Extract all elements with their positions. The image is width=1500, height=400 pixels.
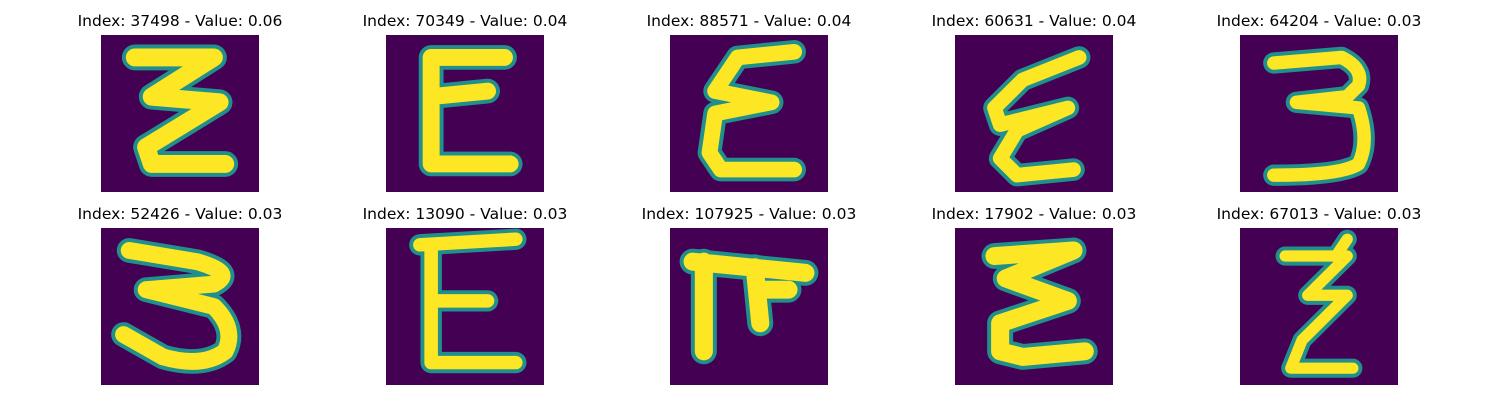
panel-title: Index: 37498 - Value: 0.06	[77, 12, 283, 30]
panel-title: Index: 13090 - Value: 0.03	[362, 205, 568, 223]
sample-panel: Index: 64204 - Value: 0.03	[1177, 0, 1461, 192]
sample-image	[1240, 35, 1398, 192]
panel-title: Index: 88571 - Value: 0.04	[646, 12, 852, 30]
panel-title: Index: 60631 - Value: 0.04	[931, 12, 1137, 30]
sample-panel: Index: 67013 - Value: 0.03	[1177, 193, 1461, 385]
glyph-stroke	[683, 252, 815, 361]
panel-title: Index: 17902 - Value: 0.03	[931, 205, 1137, 223]
glyph-stroke	[422, 49, 519, 173]
sample-image	[101, 35, 259, 192]
sample-image	[670, 228, 828, 385]
glyph-stroke	[985, 241, 1094, 366]
glyph-stroke	[701, 43, 803, 178]
glyph-stroke	[115, 242, 238, 370]
sample-image	[386, 35, 544, 192]
glyph-stroke	[987, 50, 1087, 183]
glyph-stroke	[1279, 233, 1359, 374]
sample-panel: Index: 13090 - Value: 0.03	[323, 193, 607, 385]
sample-image	[670, 35, 828, 192]
sample-panel: Index: 37498 - Value: 0.06	[38, 0, 322, 192]
sample-image	[386, 228, 544, 385]
sample-panel: Index: 60631 - Value: 0.04	[892, 0, 1176, 192]
panel-title: Index: 64204 - Value: 0.03	[1216, 12, 1422, 30]
panel-title: Index: 70349 - Value: 0.04	[362, 12, 568, 30]
sample-image	[955, 228, 1113, 385]
sample-panel: Index: 52426 - Value: 0.03	[38, 193, 322, 385]
sample-panel: Index: 17902 - Value: 0.03	[892, 193, 1176, 385]
panel-title: Index: 67013 - Value: 0.03	[1216, 205, 1422, 223]
glyph-stroke	[125, 48, 235, 173]
panel-title: Index: 52426 - Value: 0.03	[77, 205, 283, 223]
sample-panel: Index: 70349 - Value: 0.04	[323, 0, 607, 192]
glyph-stroke	[1267, 50, 1371, 182]
sample-image	[955, 35, 1113, 192]
glyph-stroke	[413, 232, 523, 370]
sample-image	[1240, 228, 1398, 385]
sample-image	[101, 228, 259, 385]
panel-title: Index: 107925 - Value: 0.03	[641, 205, 857, 223]
sample-panel: Index: 107925 - Value: 0.03	[607, 193, 891, 385]
sample-panel: Index: 88571 - Value: 0.04	[607, 0, 891, 192]
